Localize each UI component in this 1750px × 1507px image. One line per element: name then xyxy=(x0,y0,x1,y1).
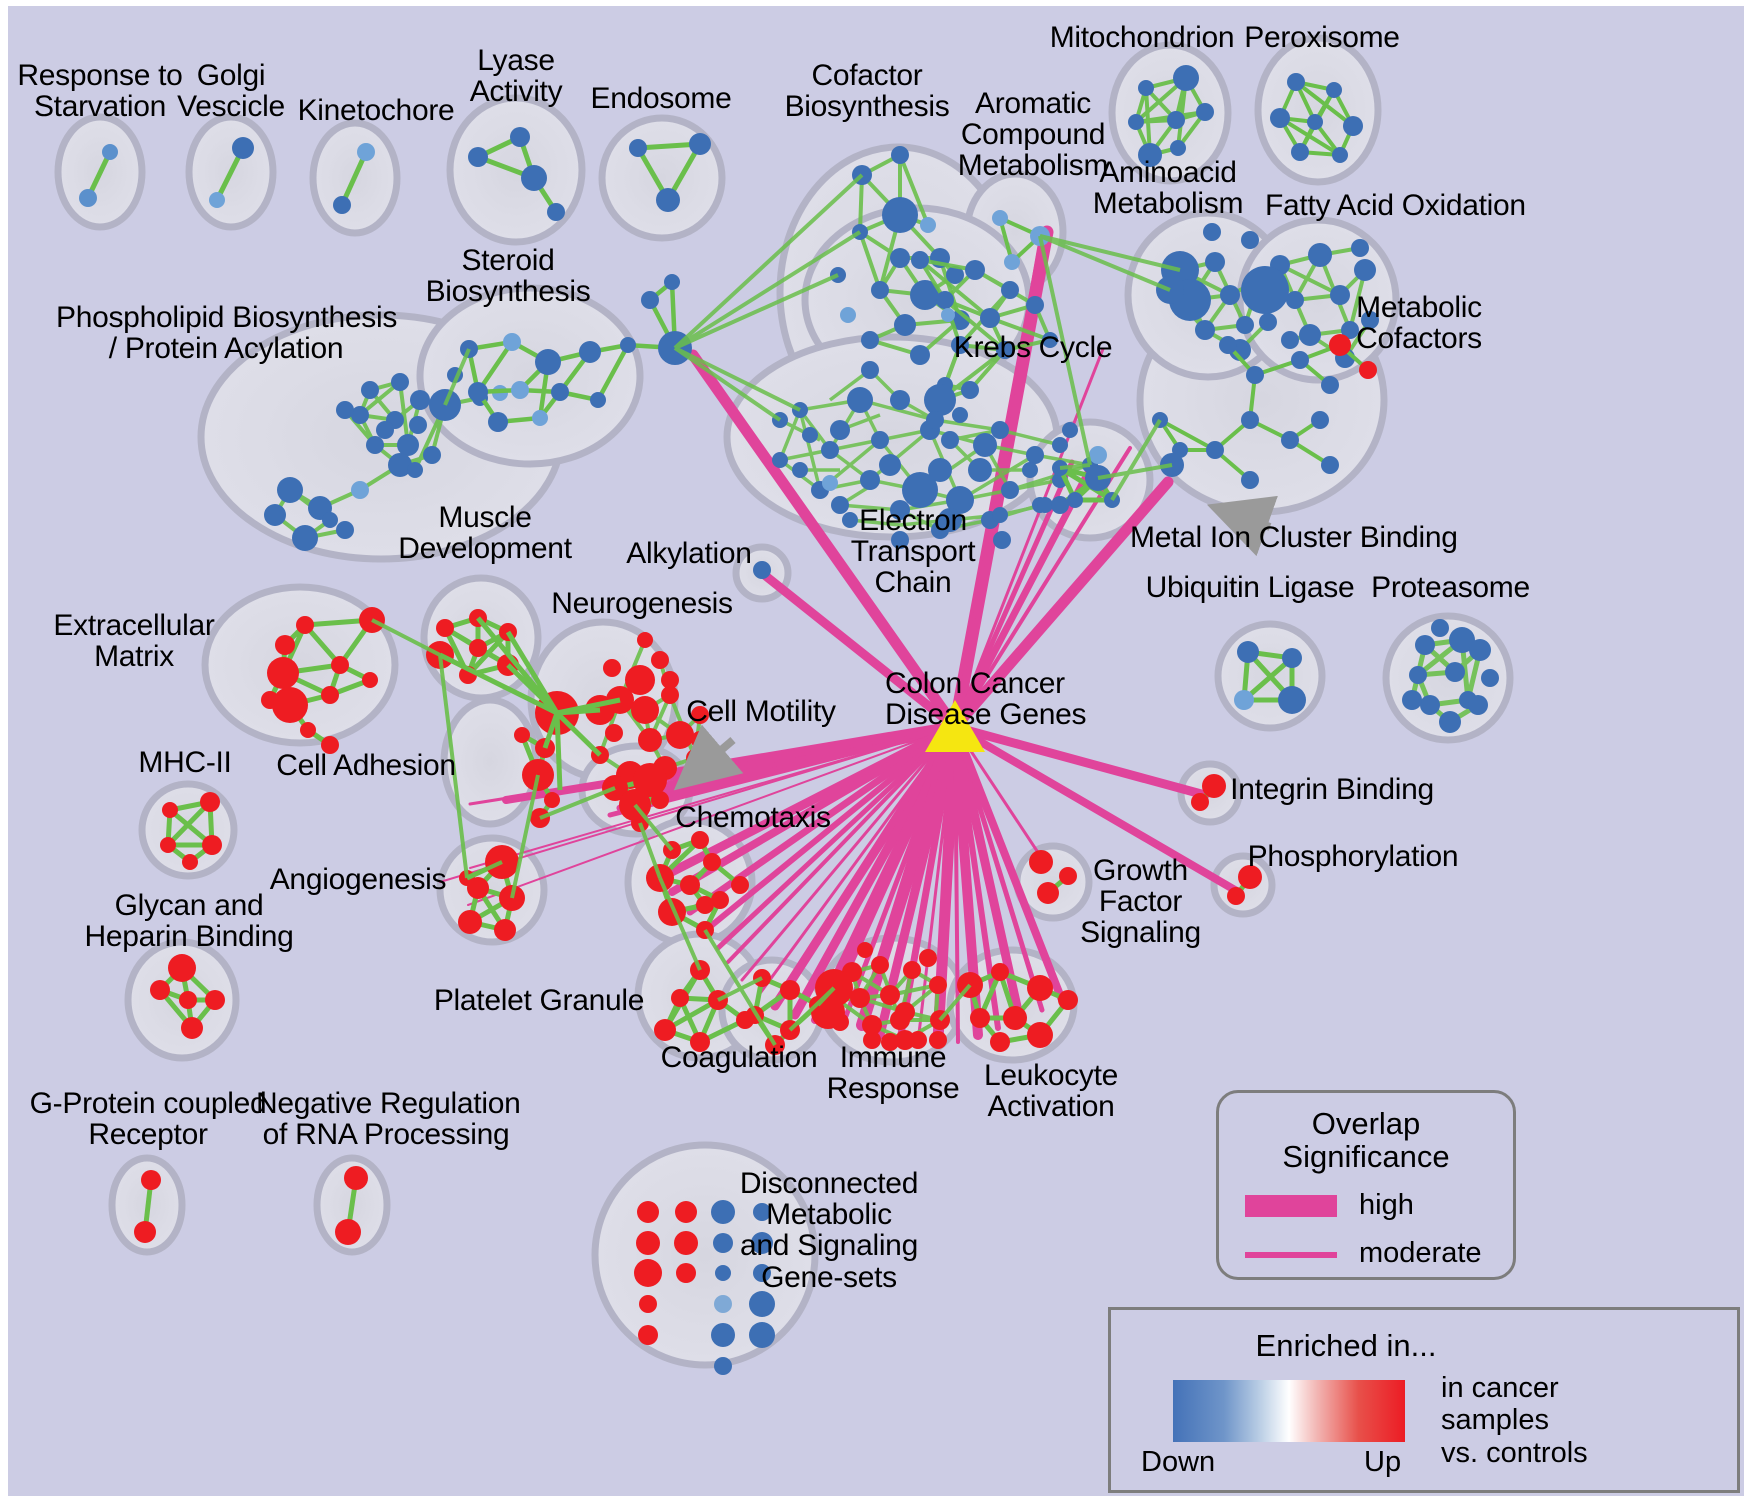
label-lyase-activity: Lyase Activity xyxy=(469,44,563,109)
label-neurogenesis: Neurogenesis xyxy=(551,587,733,620)
annotation-arrows xyxy=(673,495,1278,791)
label-cell-motility: Cell Motility xyxy=(686,695,836,728)
legend-label-high: high xyxy=(1359,1189,1414,1221)
cluster-networks xyxy=(79,65,1499,1375)
label-endosome: Endosome xyxy=(590,82,732,115)
legend-enriched-in: Enriched in... Down Up in cancer samples… xyxy=(1108,1307,1740,1493)
hub-triangle-colon-cancer[interactable] xyxy=(925,700,985,752)
legend-note-cancer-samples: in cancer samples vs. controls xyxy=(1441,1372,1588,1469)
legend-overlap-significance: Overlap Significance high moderate xyxy=(1216,1090,1516,1280)
legend-enriched-title: Enriched in... xyxy=(1255,1328,1437,1363)
label-platelet-granule: Platelet Granule xyxy=(433,984,645,1017)
label-cell-adhesion: Cell Adhesion xyxy=(276,749,456,782)
label-mhc-ii: MHC-II xyxy=(138,746,232,779)
legend-label-up: Up xyxy=(1364,1446,1402,1478)
legend-swatch-high xyxy=(1245,1195,1337,1217)
label-golgi-vescicle: Golgi Vescicle xyxy=(177,59,285,124)
legend-label-down: Down xyxy=(1141,1446,1216,1478)
label-immune-response: Immune Response xyxy=(826,1041,960,1106)
label-krebs-cycle: Krebs Cycle xyxy=(953,331,1113,364)
label-electron-transport-chain: Electron Transport Chain xyxy=(850,504,976,600)
label-disconnected-gene-sets: Disconnected Metabolic and Signaling Gen… xyxy=(739,1167,919,1294)
label-ubiquitin-ligase: Ubiquitin Ligase xyxy=(1145,571,1355,604)
label-metal-ion-cluster-binding: Metal Ion Cluster Binding xyxy=(1130,521,1458,554)
label-angiogenesis: Angiogenesis xyxy=(269,863,447,896)
label-metabolic-cofactors: Metabolic Cofactors xyxy=(1356,291,1482,356)
label-alkylation: Alkylation xyxy=(626,537,752,570)
label-negative-regulation-rna: Negative Regulation of RNA Processing xyxy=(256,1087,521,1152)
label-g-protein-coupled-receptor: G-Protein coupled Receptor xyxy=(29,1087,267,1152)
label-kinetochore: Kinetochore xyxy=(297,94,455,127)
label-response-to-starvation: Response to Starvation xyxy=(17,59,183,124)
legend-swatch-moderate xyxy=(1245,1252,1337,1258)
label-fatty-acid-oxidation: Fatty Acid Oxidation xyxy=(1265,189,1526,222)
label-integrin-binding: Integrin Binding xyxy=(1230,773,1434,806)
label-cofactor-biosynthesis: Cofactor Biosynthesis xyxy=(784,59,950,124)
label-leukocyte-activation: Leukocyte Activation xyxy=(983,1059,1119,1124)
label-steroid-biosynthesis: Steroid Biosynthesis xyxy=(425,244,591,309)
legend-overlap-title: Overlap Significance xyxy=(1282,1106,1450,1175)
label-glycan-heparin-binding: Glycan and Heparin Binding xyxy=(84,889,294,954)
label-phosphorylation: Phosphorylation xyxy=(1247,840,1459,873)
label-aromatic-compound-metabolism: Aromatic Compound Metabolism xyxy=(957,87,1109,183)
disconnected-gene-set-dots xyxy=(634,1200,775,1375)
label-aminoacid-metabolism: Aminoacid Metabolism xyxy=(1092,156,1244,221)
label-coagulation: Coagulation xyxy=(660,1041,818,1074)
label-mitochondrion: Mitochondrion xyxy=(1049,21,1235,54)
label-growth-factor-signaling: Growth Factor Signaling xyxy=(1080,854,1201,950)
label-peroxisome: Peroxisome xyxy=(1244,21,1400,54)
label-extracellular-matrix: Extracellular Matrix xyxy=(53,609,215,674)
legend-color-gradient xyxy=(1173,1380,1405,1442)
label-proteasome: Proteasome xyxy=(1371,571,1530,604)
label-phospholipid-biosynthesis: Phospholipid Biosynthesis / Protein Acyl… xyxy=(56,301,398,366)
legend-label-moderate: moderate xyxy=(1359,1237,1482,1269)
label-hub-colon-cancer: Colon Cancer Disease Genes xyxy=(885,667,1087,732)
label-chemotaxis: Chemotaxis xyxy=(675,801,831,834)
label-muscle-development: Muscle Development xyxy=(398,501,572,566)
